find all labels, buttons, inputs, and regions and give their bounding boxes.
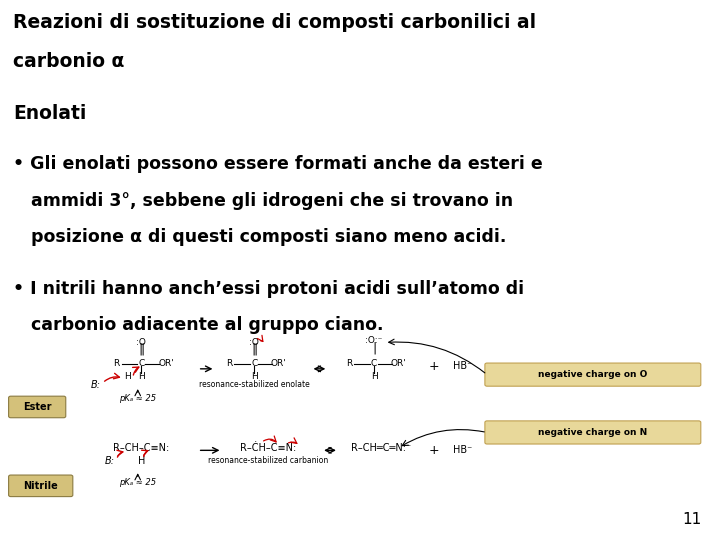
Text: OR': OR'	[391, 359, 407, 368]
FancyBboxPatch shape	[9, 396, 66, 418]
Text: R: R	[346, 359, 353, 368]
Text: :O: :O	[249, 338, 259, 347]
Text: |: |	[372, 341, 377, 354]
Text: OR': OR'	[158, 359, 174, 368]
Text: H: H	[138, 456, 145, 466]
Text: carbonio α: carbonio α	[13, 52, 125, 71]
Text: resonance-stabilized carbanion: resonance-stabilized carbanion	[208, 456, 328, 465]
Text: Enolati: Enolati	[13, 104, 86, 123]
Text: H: H	[251, 372, 258, 381]
Text: H: H	[371, 372, 377, 381]
Text: R: R	[226, 359, 233, 368]
Text: ‖: ‖	[138, 342, 145, 355]
Text: carbonio adiacente al gruppo ciano.: carbonio adiacente al gruppo ciano.	[13, 316, 384, 334]
Text: pKₐ ≈ 25: pKₐ ≈ 25	[120, 394, 156, 403]
Text: +: +	[429, 444, 439, 457]
Text: • Gli enolati possono essere formati anche da esteri e: • Gli enolati possono essere formati anc…	[13, 155, 543, 173]
Text: OR': OR'	[271, 359, 287, 368]
Text: resonance-stabilized enolate: resonance-stabilized enolate	[199, 380, 310, 389]
FancyBboxPatch shape	[9, 475, 73, 497]
Text: R: R	[114, 359, 120, 368]
Text: C: C	[251, 359, 257, 368]
Text: H: H	[138, 372, 145, 381]
FancyBboxPatch shape	[485, 421, 701, 444]
Text: posizione α di questi composti siano meno acidi.: posizione α di questi composti siano men…	[13, 228, 506, 246]
Text: Ester: Ester	[23, 402, 51, 412]
Text: Nitrile: Nitrile	[23, 481, 58, 491]
Text: ‖: ‖	[251, 342, 257, 355]
Text: B:: B:	[104, 456, 114, 466]
Text: B:: B:	[91, 380, 100, 389]
FancyBboxPatch shape	[485, 363, 701, 386]
Text: R–CH–C≡N:: R–CH–C≡N:	[113, 443, 169, 453]
Text: +: +	[429, 360, 439, 373]
Text: HB⁻: HB⁻	[453, 446, 472, 455]
Text: HB⁻: HB⁻	[453, 361, 472, 371]
Text: ammidi 3°, sebbene gli idrogeni che si trovano in: ammidi 3°, sebbene gli idrogeni che si t…	[13, 192, 513, 210]
Text: R–ĊH–C≡N:: R–ĊH–C≡N:	[240, 443, 297, 453]
Text: negative charge on O: negative charge on O	[538, 370, 647, 379]
Text: C: C	[138, 359, 145, 368]
Text: R–CH═C═N:⁻: R–CH═C═N:⁻	[351, 443, 411, 453]
Text: Reazioni di sostituzione di composti carbonilici al: Reazioni di sostituzione di composti car…	[13, 14, 536, 32]
Text: pKₐ ≈ 25: pKₐ ≈ 25	[120, 478, 156, 488]
Text: :O:⁻: :O:⁻	[366, 336, 383, 346]
Text: negative charge on N: negative charge on N	[539, 428, 647, 437]
Text: H: H	[124, 372, 130, 381]
Text: 11: 11	[683, 511, 702, 526]
Text: :O: :O	[136, 338, 146, 347]
Text: C: C	[371, 359, 377, 368]
Text: • I nitrili hanno anch’essi protoni acidi sull’atomo di: • I nitrili hanno anch’essi protoni acid…	[13, 280, 524, 298]
